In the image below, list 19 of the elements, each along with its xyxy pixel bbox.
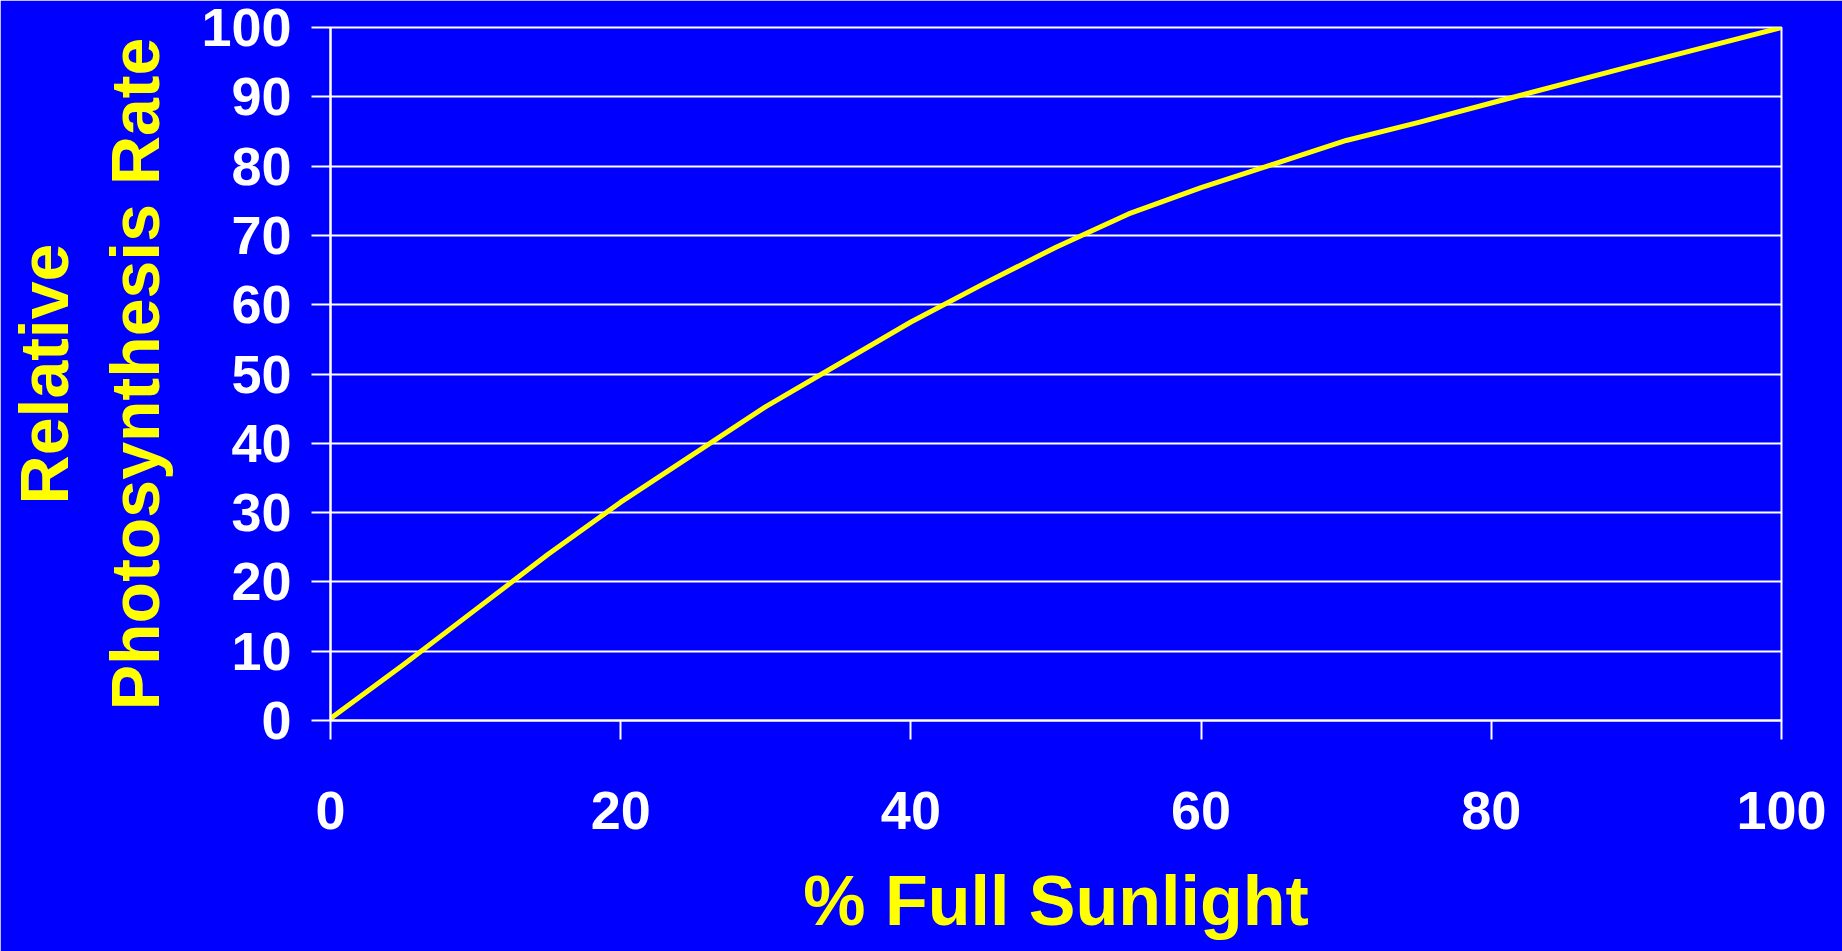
x-tick-label: 20 — [590, 779, 651, 840]
x-tick-label: 80 — [1461, 779, 1522, 840]
x-tick-label: 0 — [315, 779, 346, 840]
y-tick-label: 70 — [231, 204, 292, 265]
y-tick-label: 30 — [231, 482, 292, 543]
x-tick-label: 60 — [1171, 779, 1232, 840]
y-tick-label: 10 — [231, 620, 292, 681]
y-tick-label: 80 — [231, 135, 292, 196]
x-axis-title: % Full Sunlight — [803, 861, 1309, 940]
y-tick-label: 40 — [231, 412, 292, 473]
y-tick-label: 100 — [201, 0, 292, 57]
y-axis-title: Relative Photosynthesis Rate — [6, 37, 174, 711]
y-tick-label: 0 — [261, 690, 292, 750]
y-tick-label: 90 — [231, 66, 292, 127]
y-tick-label: 20 — [231, 551, 292, 612]
y-tick-label: 50 — [231, 343, 292, 404]
x-tick-label: 40 — [880, 779, 941, 840]
x-tick-label: 100 — [1736, 779, 1827, 840]
y-tick-label: 60 — [231, 274, 292, 335]
